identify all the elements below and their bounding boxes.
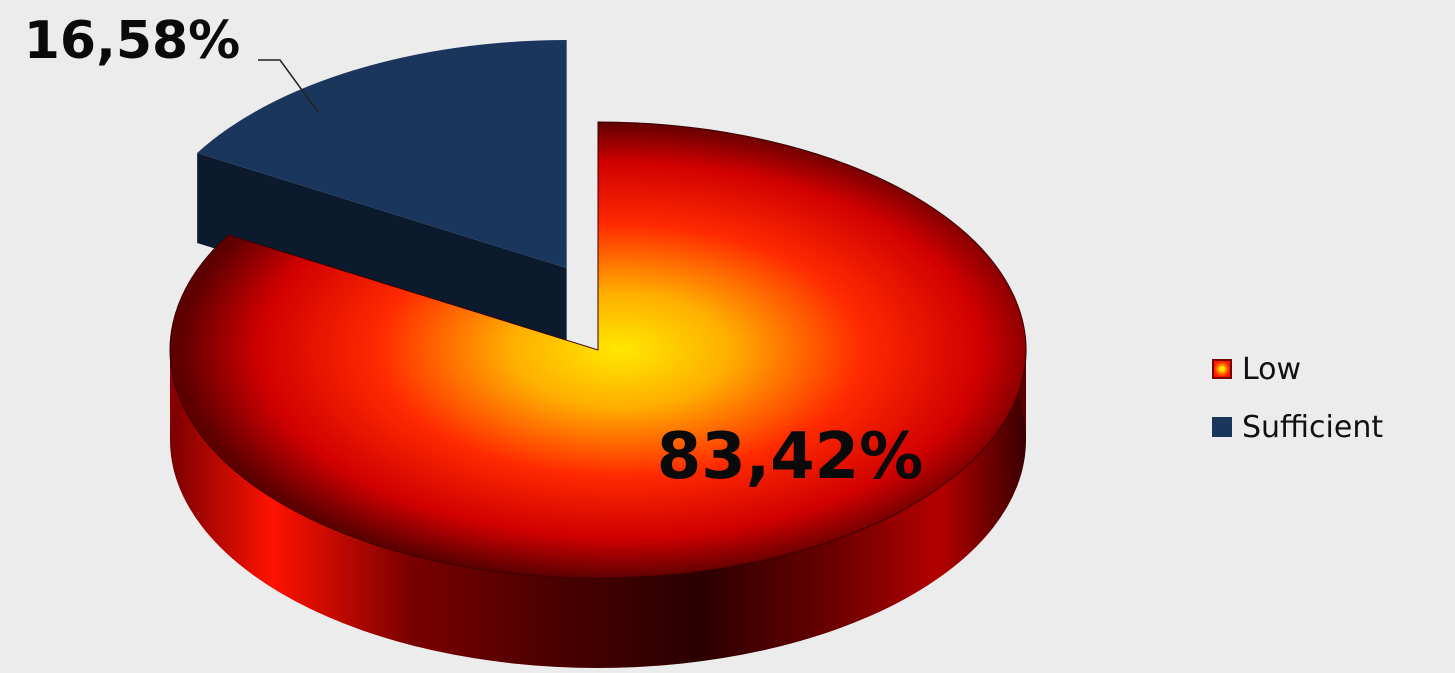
legend-label-sufficient: Sufficient bbox=[1242, 409, 1384, 445]
slice-low-side bbox=[170, 350, 1026, 668]
slice-sufficient bbox=[197, 40, 567, 269]
legend-item-low: Low bbox=[1212, 340, 1383, 398]
legend-swatch-sufficient bbox=[1212, 417, 1232, 437]
legend: Low Sufficient bbox=[1212, 340, 1383, 456]
legend-label-low: Low bbox=[1242, 351, 1302, 387]
slice-sufficient-side bbox=[197, 152, 567, 359]
leader-line-sufficient bbox=[258, 59, 319, 113]
data-label-low: 83,42% bbox=[657, 420, 924, 494]
data-label-sufficient: 16,58% bbox=[24, 11, 241, 71]
legend-item-sufficient: Sufficient bbox=[1212, 398, 1383, 456]
slice-low bbox=[169, 121, 1027, 579]
legend-swatch-low bbox=[1212, 359, 1232, 379]
